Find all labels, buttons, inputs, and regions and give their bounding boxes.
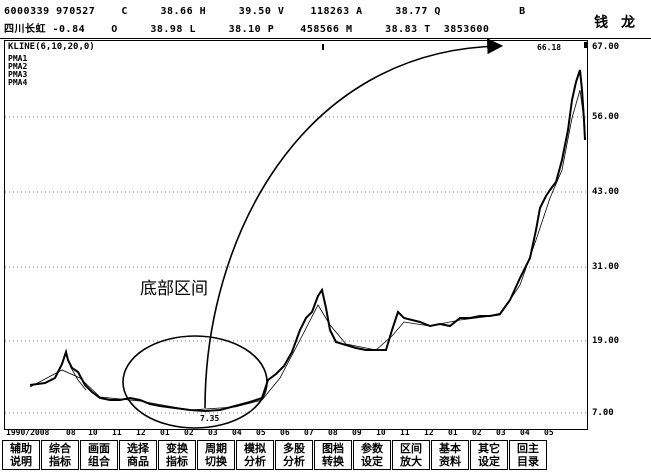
x-tick-label: 08 xyxy=(66,428,76,437)
x-tick-label: 06 xyxy=(280,428,290,437)
ma-legend-3: PMA3 xyxy=(8,70,28,79)
select-security-button[interactable]: 选择 商品 xyxy=(119,440,157,470)
btn-line1: 其它 xyxy=(478,442,500,455)
ma-line-1 xyxy=(29,89,586,411)
btn-line1: 选择 xyxy=(127,442,149,455)
x-tick-label: 02 xyxy=(472,428,482,437)
btn-line1: 回主 xyxy=(517,442,539,455)
low-price-label: 7.35 xyxy=(200,414,220,423)
function-key-bar: 辅助 说明 综合 指标 画面 组合 选择 商品 变换 指标 周期 切换 模拟 分析 多股 分析 … xyxy=(2,440,651,472)
btn-line1: 综合 xyxy=(49,442,71,455)
layout-button[interactable]: 画面 组合 xyxy=(80,440,118,470)
ma-legend-4: PMA4 xyxy=(8,78,28,87)
x-tick-label: 05 xyxy=(544,428,554,437)
btn-line2: 说明 xyxy=(10,455,32,468)
x-tick-label: 01 xyxy=(448,428,458,437)
x-tick-label: 1990/2008 xyxy=(6,428,50,437)
x-tick-label: 10 xyxy=(376,428,386,437)
btn-line2: 目录 xyxy=(517,455,539,468)
bottom-range-label: 底部区间 xyxy=(140,279,208,299)
btn-line2: 放大 xyxy=(400,455,422,468)
btn-line2: 指标 xyxy=(166,455,188,468)
x-tick-label: 03 xyxy=(496,428,506,437)
btn-line1: 区间 xyxy=(400,442,422,455)
y-tick-label: 7.00 xyxy=(592,408,614,418)
composite-index-button[interactable]: 综合 指标 xyxy=(41,440,79,470)
y-tick-label: 56.00 xyxy=(592,112,620,122)
btn-line2: 设定 xyxy=(361,455,383,468)
btn-line1: 图档 xyxy=(322,442,344,455)
x-tick-label: 12 xyxy=(136,428,146,437)
quote-row-2: 四川长虹 -0.84 O 38.98 L 38.10 P 458566 M 38… xyxy=(4,24,490,35)
btn-line2: 指标 xyxy=(49,455,71,468)
ma-legend-2: PMA2 xyxy=(8,62,28,71)
y-tick-label: 43.00 xyxy=(592,187,620,197)
x-tick-label: 04 xyxy=(520,428,530,437)
x-tick-label: 04 xyxy=(232,428,242,437)
quote-header: 6000339 970527 C 38.66 H 39.50 V 118263 … xyxy=(0,0,651,39)
kline-label: KLINE(6,10,20,0) xyxy=(8,42,95,52)
chart-convert-button[interactable]: 图档 转换 xyxy=(314,440,352,470)
x-tick-label: 03 xyxy=(208,428,218,437)
price-axis: 67.00 56.00 43.00 31.00 19.00 7.00 xyxy=(586,40,651,428)
x-tick-label: 11 xyxy=(400,428,410,437)
x-tick-label: 01 xyxy=(160,428,170,437)
btn-line1: 基本 xyxy=(439,442,461,455)
brand-logo: 钱 龙 xyxy=(594,15,639,31)
btn-line2: 切换 xyxy=(205,455,227,468)
btn-line1: 画面 xyxy=(88,442,110,455)
btn-line2: 分析 xyxy=(283,455,305,468)
x-tick-label: 12 xyxy=(424,428,434,437)
btn-line1: 多股 xyxy=(283,442,305,455)
kline-chart-area[interactable] xyxy=(4,40,588,430)
peak-price-label: 66.18 xyxy=(537,43,562,52)
axis-ticks xyxy=(322,42,587,50)
btn-line2: 资料 xyxy=(439,455,461,468)
other-settings-button[interactable]: 其它 设定 xyxy=(470,440,508,470)
period-switch-button[interactable]: 周期 切换 xyxy=(197,440,235,470)
btn-line1: 辅助 xyxy=(10,442,32,455)
btn-line2: 商品 xyxy=(127,455,149,468)
main-menu-button[interactable]: 回主 目录 xyxy=(509,440,547,470)
btn-line2: 分析 xyxy=(244,455,266,468)
y-tick-label: 67.00 xyxy=(592,42,620,52)
btn-line1: 模拟 xyxy=(244,442,266,455)
x-tick-label: 08 xyxy=(328,428,338,437)
btn-line2: 组合 xyxy=(88,455,110,468)
x-tick-label: 07 xyxy=(304,428,314,437)
simulation-button[interactable]: 模拟 分析 xyxy=(236,440,274,470)
kline-name: KLINE xyxy=(8,42,36,52)
btn-line2: 转换 xyxy=(322,455,344,468)
y-tick-label: 19.00 xyxy=(592,336,620,346)
zoom-range-button[interactable]: 区间 放大 xyxy=(392,440,430,470)
x-tick-label: 09 xyxy=(352,428,362,437)
x-tick-label: 10 xyxy=(88,428,98,437)
kline-params: (6,10,20,0) xyxy=(35,42,95,52)
change-indicator-button[interactable]: 变换 指标 xyxy=(158,440,196,470)
grid-lines xyxy=(5,116,586,414)
btn-line2: 设定 xyxy=(478,455,500,468)
quote-row-1: 6000339 970527 C 38.66 H 39.50 V 118263 … xyxy=(4,6,526,17)
price-line xyxy=(29,69,586,413)
x-tick-label: 05 xyxy=(256,428,266,437)
btn-line1: 周期 xyxy=(205,442,227,455)
x-tick-label: 02 xyxy=(184,428,194,437)
multi-stock-button[interactable]: 多股 分析 xyxy=(275,440,313,470)
bottom-range-annotation xyxy=(122,38,504,429)
parameter-settings-button[interactable]: 参数 设定 xyxy=(353,440,391,470)
help-button[interactable]: 辅助 说明 xyxy=(2,440,40,470)
ma-line-2 xyxy=(69,365,87,391)
y-tick-label: 31.00 xyxy=(592,262,620,272)
btn-line1: 变换 xyxy=(166,442,188,455)
ma-legend-1: PMA1 xyxy=(8,54,28,63)
btn-line1: 参数 xyxy=(361,442,383,455)
x-tick-label: 11 xyxy=(112,428,122,437)
date-axis: 1990/2008 08 10 11 12 01 02 03 04 05 06 … xyxy=(4,428,624,440)
fundamentals-button[interactable]: 基本 资料 xyxy=(431,440,469,470)
